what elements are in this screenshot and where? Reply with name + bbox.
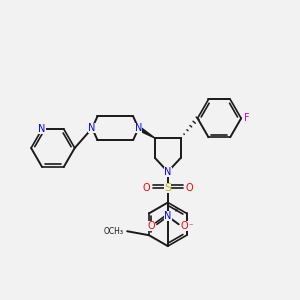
Text: O: O (147, 221, 155, 231)
Text: O: O (181, 221, 188, 231)
Text: O: O (186, 183, 194, 193)
Polygon shape (137, 127, 155, 138)
Text: O: O (142, 183, 150, 193)
Text: N: N (164, 167, 172, 177)
Text: ⁻: ⁻ (189, 221, 193, 230)
Text: S: S (164, 183, 171, 193)
Text: N: N (88, 123, 96, 133)
Text: F: F (244, 113, 250, 123)
Text: N: N (164, 212, 172, 221)
Text: N: N (135, 123, 142, 133)
Text: OCH₃: OCH₃ (103, 227, 123, 236)
Text: N: N (38, 124, 46, 134)
Text: +: + (172, 207, 178, 213)
